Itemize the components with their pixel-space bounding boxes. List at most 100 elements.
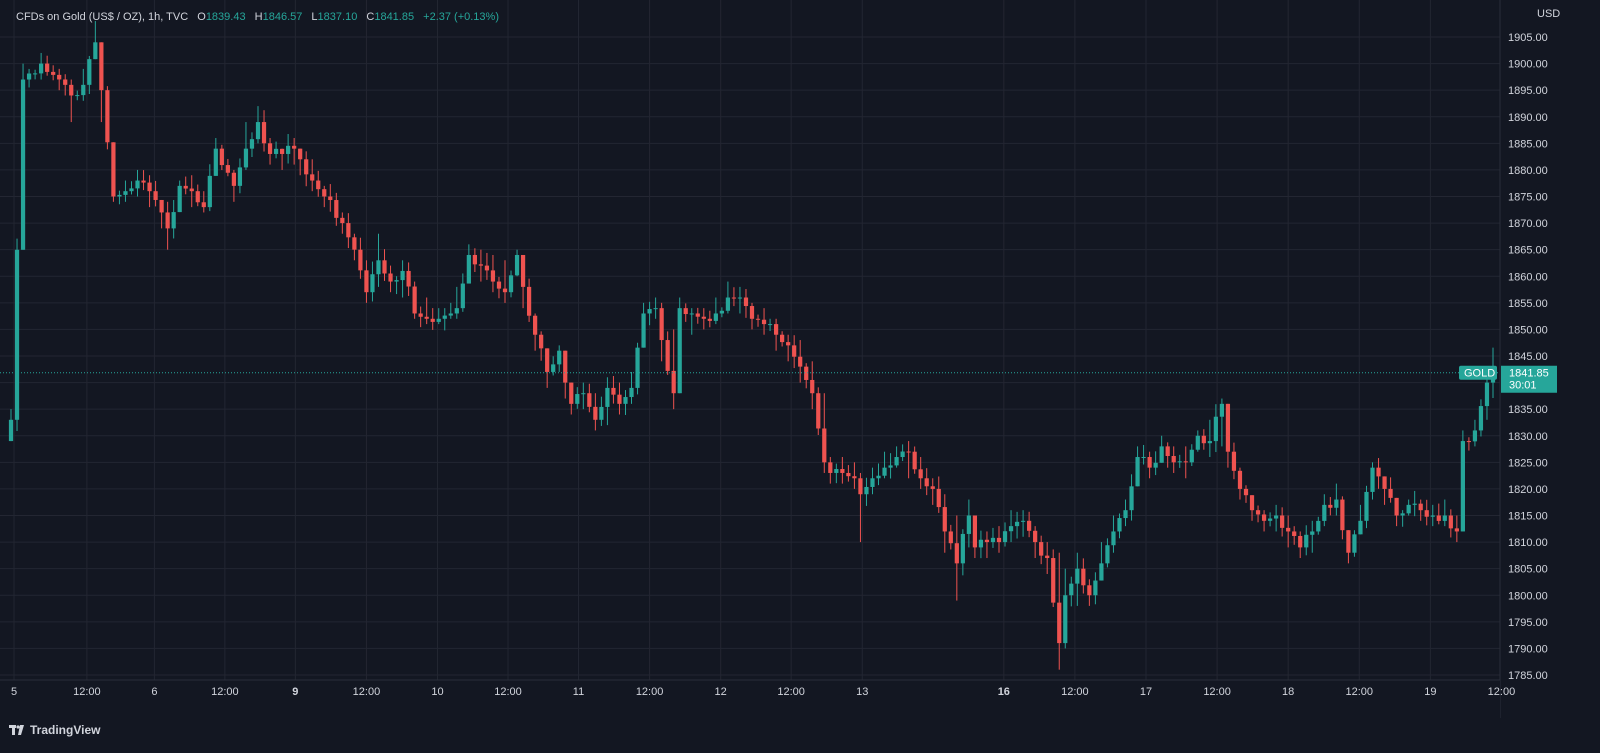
candle-body — [502, 288, 508, 293]
candle-body — [719, 310, 724, 314]
candle-body — [804, 366, 809, 380]
candle-body — [900, 451, 905, 458]
time-tick-label: 12:00 — [1345, 686, 1373, 698]
candle-body — [1002, 531, 1008, 543]
candle-body — [629, 387, 634, 398]
time-tick-label: 11 — [573, 686, 584, 698]
candle-body — [267, 143, 273, 154]
candle-body — [424, 316, 429, 319]
candle-body — [1424, 510, 1429, 517]
candle-body — [683, 308, 688, 315]
candle-body — [665, 340, 670, 371]
candle-body — [894, 457, 899, 466]
candle-body — [761, 319, 767, 325]
candle-body — [484, 265, 490, 271]
candle-body — [617, 394, 622, 404]
high-label: H — [254, 11, 263, 23]
candle-body — [75, 95, 80, 97]
time-tick-label: 5 — [11, 686, 17, 698]
candle-body — [1466, 441, 1472, 443]
candle-body — [1135, 457, 1140, 487]
candle-body — [219, 148, 224, 166]
candle-body — [581, 393, 586, 395]
candle-body — [653, 308, 658, 310]
candle-body — [364, 270, 369, 293]
candle-body — [996, 537, 1002, 543]
candle-body — [1261, 514, 1267, 521]
price-tick-label: 1785.00 — [1508, 670, 1548, 682]
candle-body — [1274, 515, 1279, 519]
candle-body — [26, 73, 32, 80]
price-axis[interactable]: USD 1905.001900.001895.001890.001885.001… — [1459, 0, 1600, 718]
candle-body — [1027, 520, 1032, 531]
candle-body — [273, 148, 279, 154]
candle-body — [966, 515, 971, 534]
candle-body — [45, 63, 50, 72]
candle-body — [846, 472, 851, 477]
candle-body — [1298, 535, 1303, 548]
candle-body — [960, 533, 965, 564]
high-value: 1846.57 — [262, 11, 303, 23]
candle-body — [834, 469, 839, 473]
tradingview-brand[interactable]: TradingView — [9, 720, 100, 740]
candle-body — [1225, 403, 1231, 452]
candle-body — [1051, 558, 1056, 603]
candle-body — [243, 148, 249, 168]
candle-body — [213, 148, 218, 176]
candle-body — [1063, 595, 1068, 644]
candle-body — [1310, 531, 1315, 535]
candle-body — [520, 254, 526, 287]
candle-body — [623, 397, 628, 404]
price-tick-label: 1885.00 — [1508, 138, 1548, 150]
candle-body — [840, 469, 845, 473]
price-tick-label: 1790.00 — [1508, 643, 1548, 655]
candle-body — [1219, 403, 1225, 417]
price-tick-label: 1865.00 — [1508, 245, 1548, 257]
candle-body — [1069, 583, 1074, 596]
price-tick-label: 1875.00 — [1508, 192, 1548, 204]
candle-body — [647, 309, 652, 314]
candle-body — [731, 297, 737, 299]
change-value: +2.37 (+0.13%) — [423, 11, 499, 23]
symbol-tag-box — [1459, 365, 1497, 380]
candle-body — [105, 90, 110, 143]
candle-body — [165, 212, 170, 229]
time-axis[interactable]: 5 12:00 6 12:00 9 12:00 10 12:00 11 12:00 12 12:00 1… — [0, 679, 1515, 718]
candle-body — [147, 182, 152, 192]
symbol-legend: CFDs on Gold (US$ / OZ), 1h, TVC O1839.4… — [16, 8, 499, 26]
candle-body — [352, 237, 357, 250]
candle-body — [57, 74, 62, 80]
price-tick-label: 1820.00 — [1508, 484, 1548, 496]
candle-body — [1286, 527, 1291, 532]
candle-body — [8, 419, 14, 442]
price-tick-label: 1815.00 — [1508, 511, 1548, 523]
candle-body — [39, 63, 44, 74]
candle-body — [1201, 435, 1206, 444]
candle-body — [743, 297, 749, 307]
candle-body — [111, 142, 116, 197]
candle-body — [593, 406, 598, 420]
candle-body — [93, 42, 98, 60]
candle-body — [1008, 526, 1014, 532]
candle-body — [32, 73, 38, 75]
candle-body — [545, 348, 550, 372]
price-tag-box — [1501, 365, 1557, 393]
candle-body — [978, 539, 984, 548]
candle-body — [557, 350, 562, 365]
candle-body — [334, 200, 339, 218]
candle-body — [472, 254, 477, 265]
candle-body — [1340, 499, 1345, 531]
candle-body — [508, 275, 514, 293]
time-tick-label: 16 — [998, 686, 1010, 698]
candle-body — [123, 191, 128, 195]
candle-body — [864, 486, 869, 495]
candle-body — [304, 159, 309, 175]
candle-body — [358, 249, 363, 271]
candle-body — [1346, 530, 1351, 553]
candle-body — [912, 451, 917, 470]
candle-body — [454, 308, 459, 314]
candle-body — [460, 283, 465, 309]
price-tick-label: 1860.00 — [1508, 271, 1548, 283]
